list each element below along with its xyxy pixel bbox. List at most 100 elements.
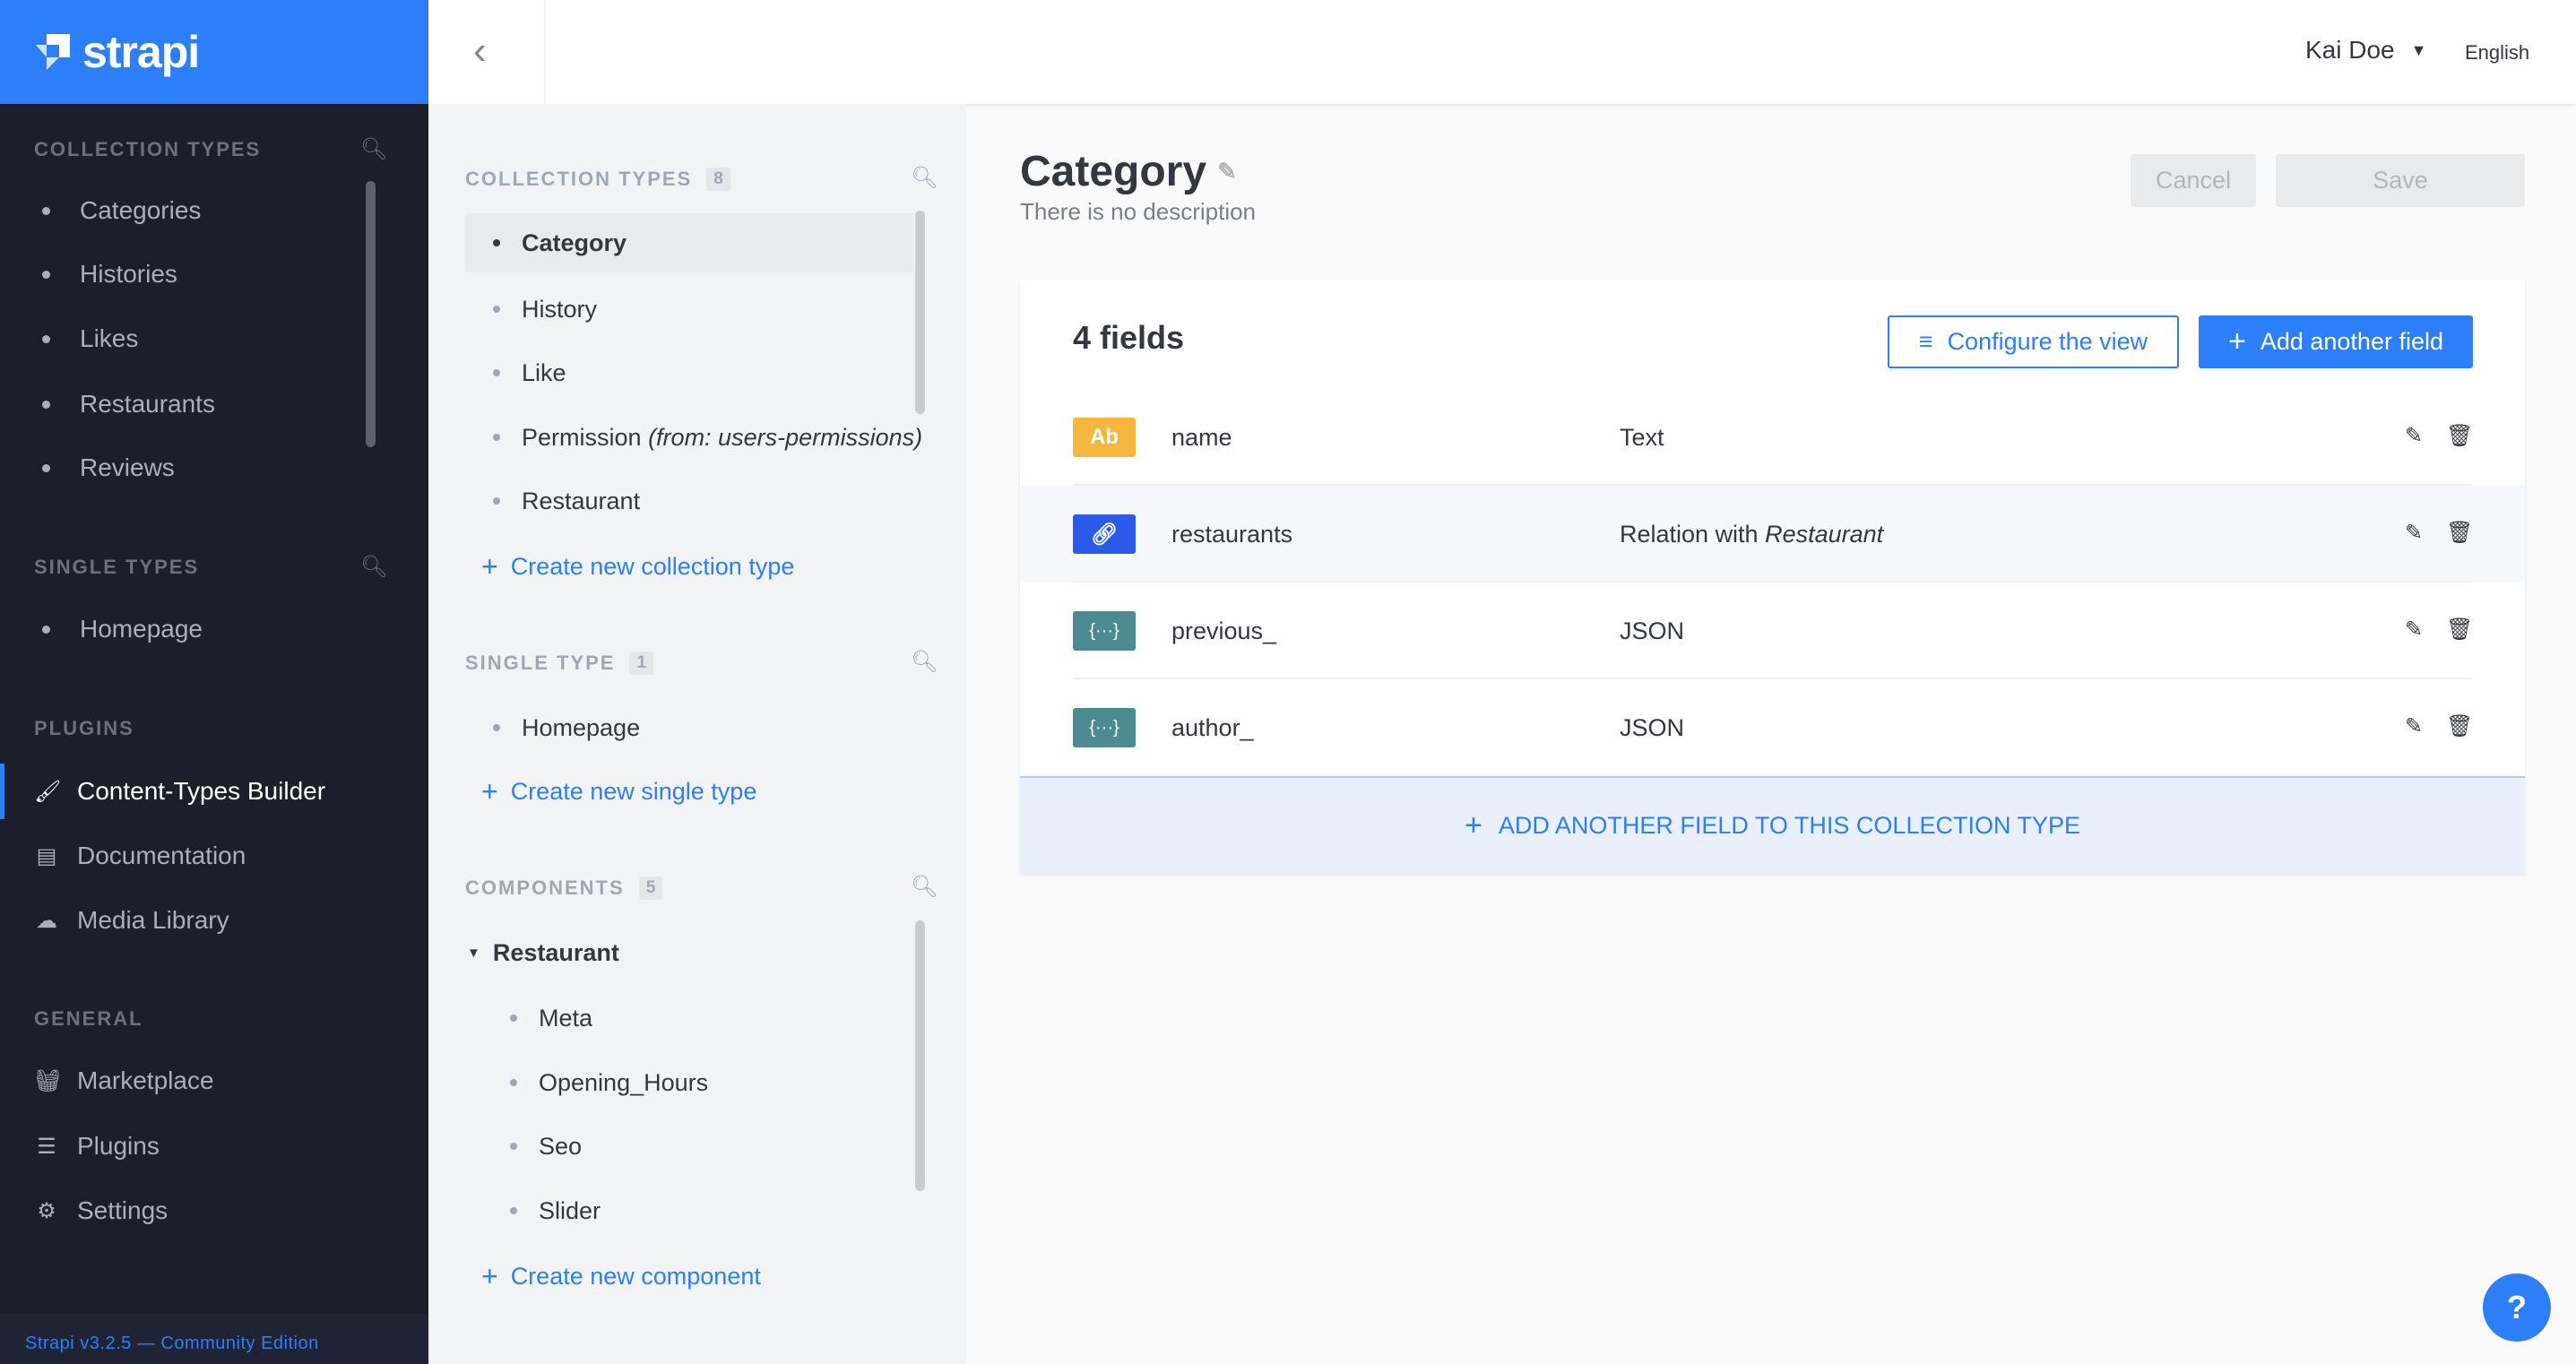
trash-icon[interactable]: 🗑︎ — [2446, 521, 2474, 545]
builder-item-history[interactable]: History — [465, 291, 597, 327]
search-icon[interactable]: 🔍︎ — [360, 137, 388, 161]
edit-pencil-icon[interactable]: ✎ — [2405, 521, 2424, 545]
basket-icon: 🧺︎ — [34, 1068, 62, 1093]
add-another-field-button[interactable]: + Add another field — [2199, 315, 2473, 368]
create-component-link[interactable]: + Create new component — [465, 1258, 761, 1294]
top-header: ‹ Kai Doe ▼ English — [428, 0, 2576, 104]
plus-icon: + — [2227, 324, 2246, 358]
back-chevron-icon[interactable]: ‹ — [473, 29, 487, 73]
search-icon[interactable]: 🔍︎ — [360, 555, 388, 579]
item-label: Category — [522, 229, 627, 256]
trash-icon[interactable]: 🗑︎ — [2446, 617, 2474, 642]
page-description: There is no description — [1020, 198, 1257, 225]
gear-icon: ⚙ — [37, 1198, 56, 1223]
nav-label: Marketplace — [77, 1066, 214, 1094]
user-menu[interactable]: Kai Doe ▼ — [2305, 36, 2426, 65]
strapi-logo[interactable]: strapi — [0, 0, 428, 104]
section-general: GENERAL — [34, 1007, 143, 1030]
nav-item-likes[interactable]: Likes — [34, 321, 138, 357]
nav-label: Restaurants — [80, 390, 215, 418]
nav-label: Settings — [77, 1196, 169, 1224]
nav-item-plugins[interactable]: ☰ Plugins — [34, 1128, 160, 1164]
builder-scrollbar[interactable] — [915, 211, 925, 414]
search-icon[interactable]: 🔍︎ — [911, 166, 938, 190]
nav-item-marketplace[interactable]: 🧺︎ Marketplace — [34, 1063, 214, 1099]
add-field-to-type-button[interactable]: + ADD ANOTHER FIELD TO THIS COLLECTION TY… — [1020, 776, 2525, 874]
pencil-icon[interactable]: ✎ — [1217, 158, 1237, 185]
field-row[interactable]: 🔗︎ restaurants Relation with Restaurant … — [1020, 486, 2525, 583]
selected-row-highlight — [465, 213, 913, 272]
bullet-icon — [493, 306, 500, 313]
edit-pencil-icon[interactable]: ✎ — [2405, 617, 2424, 642]
nav-item-documentation[interactable]: ▤ Documentation — [34, 838, 246, 874]
nav-item-reviews[interactable]: Reviews — [34, 450, 175, 486]
nav-label: Homepage — [80, 615, 203, 643]
cancel-button[interactable]: Cancel — [2131, 154, 2256, 207]
item-label: Like — [522, 358, 566, 386]
main-sidebar: COLLECTION TYPES 🔍︎ Categories Histories… — [0, 104, 428, 1364]
configure-view-button[interactable]: ≡ Configure the view — [1888, 315, 2179, 368]
bullet-icon — [42, 334, 50, 343]
version-footer: Strapi v3.2.5 — Community Edition — [0, 1314, 428, 1364]
bullet-icon — [42, 206, 50, 215]
strapi-logo-icon — [36, 34, 70, 70]
user-name: Kai Doe — [2305, 36, 2395, 64]
builder-section-components: COMPONENTS 5 — [465, 876, 663, 900]
create-single-type-link[interactable]: + Create new single type — [465, 773, 756, 809]
field-type: Relation with Restaurant — [1620, 486, 1883, 583]
section-collection-types: COLLECTION TYPES — [34, 138, 262, 160]
nav-item-homepage[interactable]: Homepage — [34, 611, 203, 647]
component-category-restaurant[interactable]: ▼ Restaurant — [465, 935, 619, 971]
nav-item-categories[interactable]: Categories — [34, 193, 201, 229]
nav-item-histories[interactable]: Histories — [34, 256, 177, 292]
builder-item-category[interactable]: Category — [465, 225, 627, 261]
edit-pencil-icon[interactable]: ✎ — [2405, 424, 2424, 448]
builder-item-homepage[interactable]: Homepage — [465, 710, 640, 746]
edit-pencil-icon[interactable]: ✎ — [2405, 714, 2424, 738]
field-name: name — [1171, 424, 1232, 451]
create-collection-type-link[interactable]: + Create new collection type — [465, 548, 794, 584]
bullet-icon — [42, 463, 50, 472]
language-selector[interactable]: English — [2465, 41, 2530, 64]
bullet-icon — [510, 1143, 517, 1150]
nav-item-settings[interactable]: ⚙ Settings — [34, 1193, 168, 1229]
bullet-icon — [510, 1014, 517, 1022]
builder-nav: COLLECTION TYPES 8 🔍︎ Category History Li… — [428, 104, 966, 1364]
search-icon[interactable]: 🔍︎ — [911, 875, 938, 899]
nav-item-media-library[interactable]: ☁ Media Library — [34, 902, 229, 938]
bullet-icon — [493, 434, 500, 441]
builder-section-single-type: SINGLE TYPE 1 — [465, 652, 654, 675]
nav-item-restaurants[interactable]: Restaurants — [34, 386, 215, 422]
trash-icon[interactable]: 🗑︎ — [2446, 714, 2474, 738]
fields-card: 4 fields ≡ Configure the view + Add anothe… — [1020, 280, 2525, 874]
field-row[interactable]: {···} author_ JSON ✎ 🗑︎ — [1020, 679, 2525, 776]
trash-icon[interactable]: 🗑︎ — [2446, 424, 2474, 448]
field-row[interactable]: Ab name Text ✎ 🗑︎ — [1020, 389, 2525, 486]
field-name: restaurants — [1171, 521, 1293, 548]
builder-item-permission[interactable]: Permission (from: users-permissions) — [465, 419, 922, 455]
builder-item-like[interactable]: Like — [465, 355, 566, 391]
sidebar-scrollbar[interactable] — [366, 181, 376, 447]
search-icon[interactable]: 🔍︎ — [911, 650, 938, 674]
nav-item-content-types-builder[interactable]: 🖌︎ Content-Types Builder — [34, 773, 325, 809]
builder-item-restaurant[interactable]: Restaurant — [465, 483, 640, 519]
save-button[interactable]: Save — [2276, 154, 2525, 207]
item-label: History — [522, 295, 598, 323]
layout-icon: ≡ — [1918, 328, 1933, 355]
component-meta[interactable]: Meta — [465, 1000, 592, 1036]
builder-section-collection-types: COLLECTION TYPES 8 — [465, 168, 730, 191]
component-seo[interactable]: Seo — [465, 1128, 582, 1164]
link-label: Create new collection type — [510, 552, 795, 580]
field-type: JSON — [1620, 617, 1685, 644]
help-button[interactable]: ? — [2483, 1273, 2551, 1342]
nav-label: Reviews — [80, 453, 175, 481]
button-label: Configure the view — [1947, 328, 2148, 355]
component-opening-hours[interactable]: Opening_Hours — [465, 1065, 708, 1101]
bullet-icon — [510, 1207, 517, 1214]
row-divider — [1073, 678, 2472, 679]
components-scrollbar[interactable] — [915, 920, 925, 1191]
item-source: (from: users-permissions) — [648, 423, 923, 451]
component-slider[interactable]: Slider — [465, 1193, 601, 1229]
button-label: ADD ANOTHER FIELD TO THIS COLLECTION TYP… — [1498, 812, 2080, 839]
field-row[interactable]: {···} previous_ JSON ✎ 🗑︎ — [1020, 583, 2525, 679]
